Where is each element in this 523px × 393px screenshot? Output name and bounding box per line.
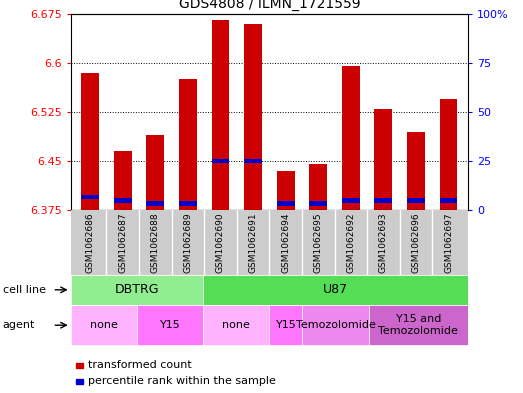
Bar bbox=[211, 159, 230, 163]
Bar bbox=[211, 20, 230, 210]
Bar bbox=[179, 202, 197, 206]
Bar bbox=[439, 198, 458, 203]
Bar bbox=[81, 195, 99, 200]
Text: Y15: Y15 bbox=[160, 320, 180, 330]
Bar bbox=[342, 198, 360, 203]
Text: GSM1062689: GSM1062689 bbox=[184, 212, 192, 273]
Bar bbox=[302, 305, 369, 345]
Text: cell line: cell line bbox=[3, 285, 46, 295]
Text: Temozolomide: Temozolomide bbox=[295, 320, 376, 330]
Bar bbox=[407, 132, 425, 210]
Bar bbox=[342, 66, 360, 210]
Bar bbox=[114, 198, 132, 203]
Bar bbox=[203, 305, 269, 345]
Bar bbox=[369, 305, 468, 345]
Bar bbox=[71, 275, 203, 305]
Bar bbox=[407, 198, 425, 203]
Bar bbox=[309, 202, 327, 206]
Bar bbox=[179, 79, 197, 210]
Text: none: none bbox=[90, 320, 118, 330]
Bar bbox=[374, 109, 392, 210]
Bar bbox=[244, 24, 262, 210]
Text: U87: U87 bbox=[323, 283, 348, 296]
Text: GSM1062687: GSM1062687 bbox=[118, 212, 127, 273]
Bar bbox=[277, 202, 294, 206]
Text: GSM1062692: GSM1062692 bbox=[346, 213, 355, 273]
Text: transformed count: transformed count bbox=[88, 360, 191, 371]
Text: Y15: Y15 bbox=[276, 320, 297, 330]
Text: agent: agent bbox=[3, 320, 35, 330]
Bar bbox=[146, 202, 164, 206]
Bar bbox=[439, 99, 458, 210]
Text: GSM1062690: GSM1062690 bbox=[216, 212, 225, 273]
Text: GSM1062695: GSM1062695 bbox=[314, 212, 323, 273]
Text: GSM1062691: GSM1062691 bbox=[248, 212, 257, 273]
Text: GSM1062694: GSM1062694 bbox=[281, 213, 290, 273]
Text: GSM1062696: GSM1062696 bbox=[412, 212, 420, 273]
Text: GSM1062693: GSM1062693 bbox=[379, 212, 388, 273]
Text: GSM1062688: GSM1062688 bbox=[151, 212, 160, 273]
Text: DBTRG: DBTRG bbox=[115, 283, 159, 296]
Bar bbox=[269, 305, 302, 345]
Text: GSM1062686: GSM1062686 bbox=[86, 212, 95, 273]
Text: percentile rank within the sample: percentile rank within the sample bbox=[88, 376, 276, 386]
Title: GDS4808 / ILMN_1721559: GDS4808 / ILMN_1721559 bbox=[178, 0, 360, 11]
Text: GSM1062697: GSM1062697 bbox=[444, 212, 453, 273]
Bar bbox=[81, 73, 99, 210]
Bar bbox=[374, 198, 392, 203]
Bar bbox=[146, 135, 164, 210]
Bar bbox=[114, 151, 132, 210]
Bar bbox=[71, 305, 137, 345]
Text: none: none bbox=[222, 320, 250, 330]
Text: Y15 and
Temozolomide: Y15 and Temozolomide bbox=[379, 314, 458, 336]
Bar bbox=[244, 159, 262, 163]
Bar bbox=[309, 164, 327, 210]
Bar bbox=[277, 171, 294, 210]
Bar bbox=[137, 305, 203, 345]
Bar bbox=[203, 275, 468, 305]
